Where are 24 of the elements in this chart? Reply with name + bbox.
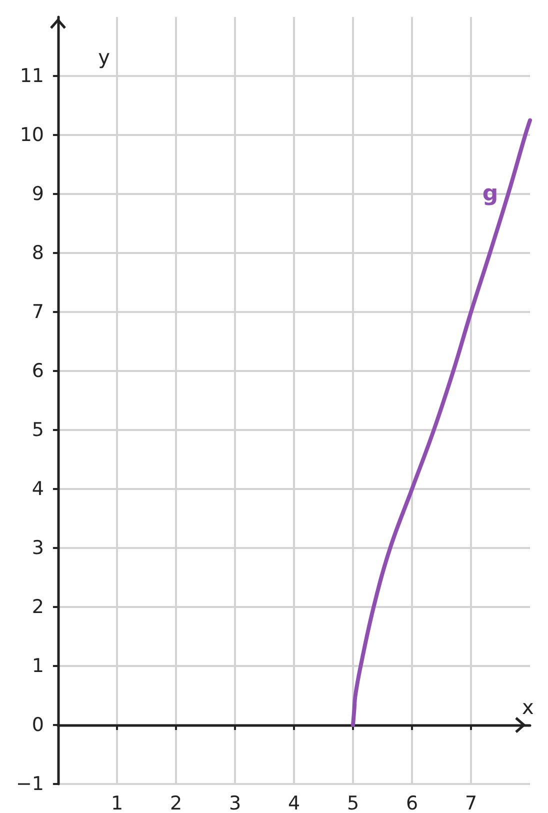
x-tick-label: 5	[346, 792, 360, 813]
x-tick-label: 6	[406, 792, 418, 813]
x-tick-label: 7	[464, 792, 478, 813]
y-tick-label: 8	[32, 242, 44, 264]
y-tick-label: −1	[16, 773, 44, 795]
y-tick-label: 0	[32, 714, 44, 736]
x-tick-label: 1	[110, 792, 124, 813]
line-series	[351, 118, 532, 727]
y-tick-label: 5	[32, 419, 44, 441]
y-tick-label: 6	[32, 360, 44, 382]
y-axis-title: y	[98, 45, 110, 69]
y-tick-label: 3	[32, 537, 44, 559]
y-tick-label: 9	[32, 183, 44, 205]
y-tick-label: 10	[20, 124, 44, 146]
y-tick-label: 1	[32, 655, 44, 677]
y-tick-label: 4	[32, 478, 44, 500]
x-axis-title: x	[522, 695, 534, 719]
x-tick-label: 4	[288, 792, 300, 813]
x-tick-label: 2	[170, 792, 182, 813]
y-tick-label: 7	[32, 301, 44, 323]
x-tick-label: 3	[228, 792, 242, 813]
y-tick-label: 2	[32, 596, 44, 618]
series-label: g	[482, 182, 498, 206]
y-tick-label: 11	[20, 65, 44, 87]
